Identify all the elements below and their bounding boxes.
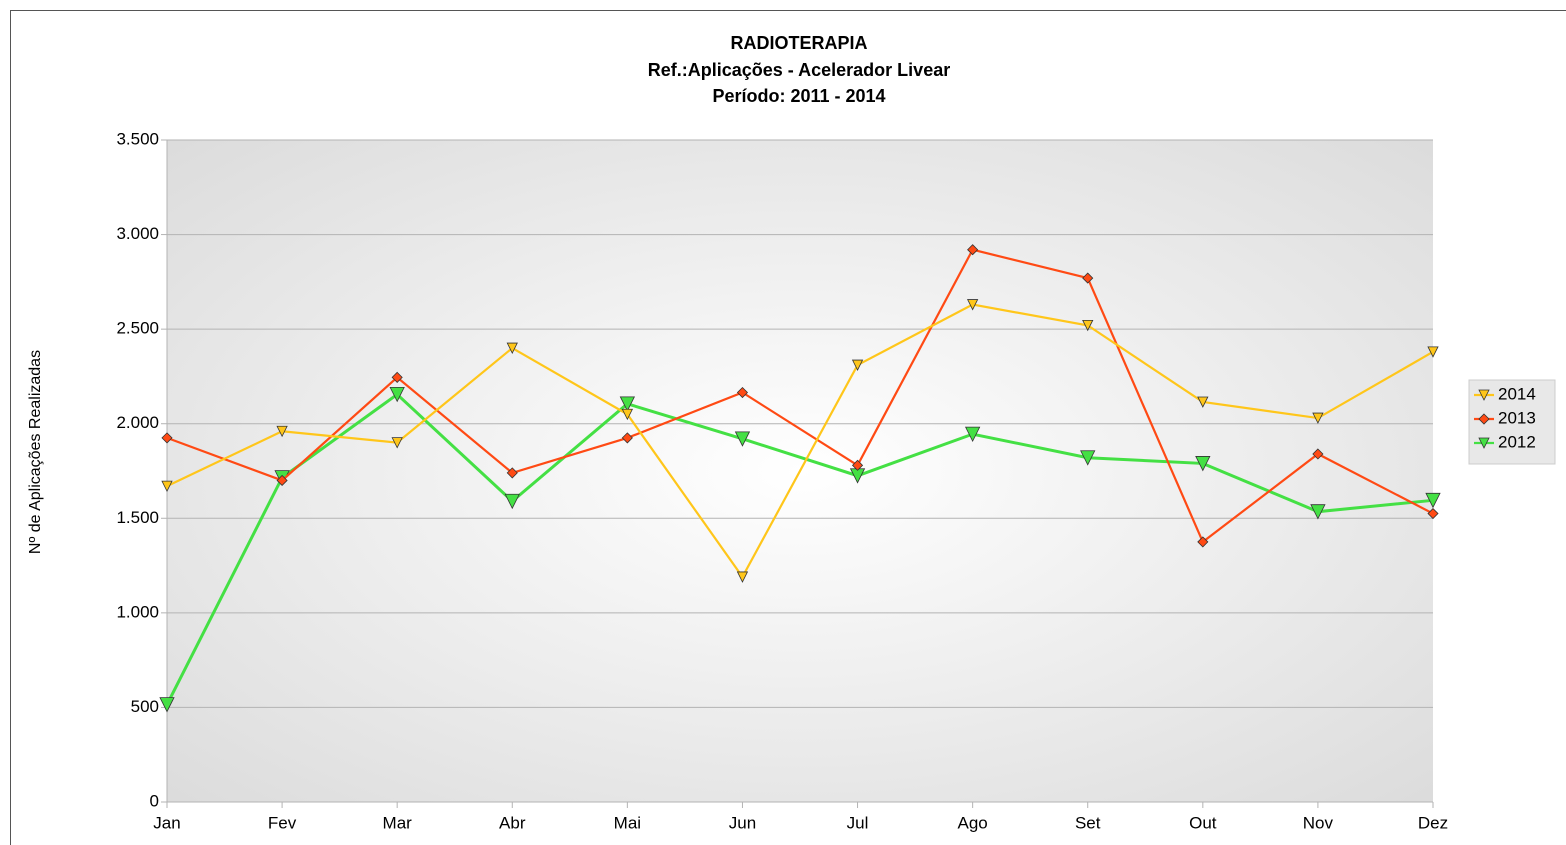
marker (1427, 507, 1439, 520)
marker (1197, 396, 1209, 408)
marker (967, 244, 979, 256)
marker (736, 386, 749, 399)
x-tick-label: Fev (268, 813, 297, 832)
series-line (166, 248, 1434, 544)
y-tick-label: 1.000 (116, 602, 159, 621)
marker (1478, 413, 1490, 425)
marker (161, 480, 173, 493)
legend-label: 2013 (1498, 408, 1536, 427)
y-tick-label: 2.000 (116, 413, 159, 432)
marker (504, 493, 520, 510)
marker (851, 359, 864, 371)
x-tick-label: Mar (383, 813, 413, 832)
y-tick-label: 500 (131, 697, 159, 716)
marker (391, 371, 403, 383)
marker (736, 571, 749, 583)
marker (1082, 319, 1094, 332)
series-line (165, 392, 1434, 706)
marker (1195, 456, 1211, 472)
x-tick-label: Mai (614, 813, 641, 832)
x-tick-label: Jan (153, 813, 180, 832)
chart-title: RADIOTERAPIA (730, 33, 867, 53)
x-tick-label: Set (1075, 813, 1101, 832)
marker (964, 426, 981, 443)
marker (1427, 346, 1439, 358)
legend-label: 2014 (1498, 384, 1536, 403)
marker (389, 386, 405, 403)
marker (1312, 448, 1324, 460)
marker (1478, 389, 1490, 401)
x-tick-label: Out (1189, 813, 1217, 832)
marker (734, 431, 751, 447)
marker (506, 342, 518, 354)
legend-label: 2012 (1498, 432, 1536, 451)
marker (506, 467, 518, 479)
x-tick-label: Jun (729, 813, 756, 832)
y-tick-label: 3.000 (116, 224, 159, 243)
marker (276, 425, 288, 438)
marker (1312, 412, 1324, 424)
x-tick-label: Ago (958, 813, 988, 832)
y-axis-label: Nº de Aplicações Realizadas (27, 350, 44, 554)
y-tick-label: 0 (150, 791, 159, 810)
y-tick-label: 2.500 (116, 319, 159, 338)
y-tick-label: 1.500 (116, 508, 159, 527)
y-tick-label: 3.500 (116, 129, 159, 148)
marker (1082, 272, 1094, 284)
x-tick-label: Abr (499, 813, 526, 832)
chart-subtitle: Ref.:Aplicações - Acelerador Livear (648, 60, 950, 80)
marker (1080, 450, 1096, 466)
series-line (166, 303, 1434, 579)
marker (621, 432, 633, 444)
frame (10, 10, 1566, 845)
marker (621, 408, 634, 421)
marker (391, 437, 403, 449)
marker (1197, 536, 1209, 548)
x-tick-label: Nov (1303, 813, 1334, 832)
marker (1310, 504, 1326, 520)
marker (159, 697, 175, 713)
marker (851, 459, 864, 471)
chart-subtitle: Período: 2011 - 2014 (712, 86, 885, 106)
marker (966, 299, 979, 311)
x-tick-label: Jul (847, 813, 869, 832)
x-tick-label: Dez (1418, 813, 1448, 832)
marker (1425, 492, 1441, 509)
marker (161, 432, 173, 444)
marker (1478, 437, 1490, 449)
marker (619, 396, 636, 412)
marker (276, 474, 288, 487)
